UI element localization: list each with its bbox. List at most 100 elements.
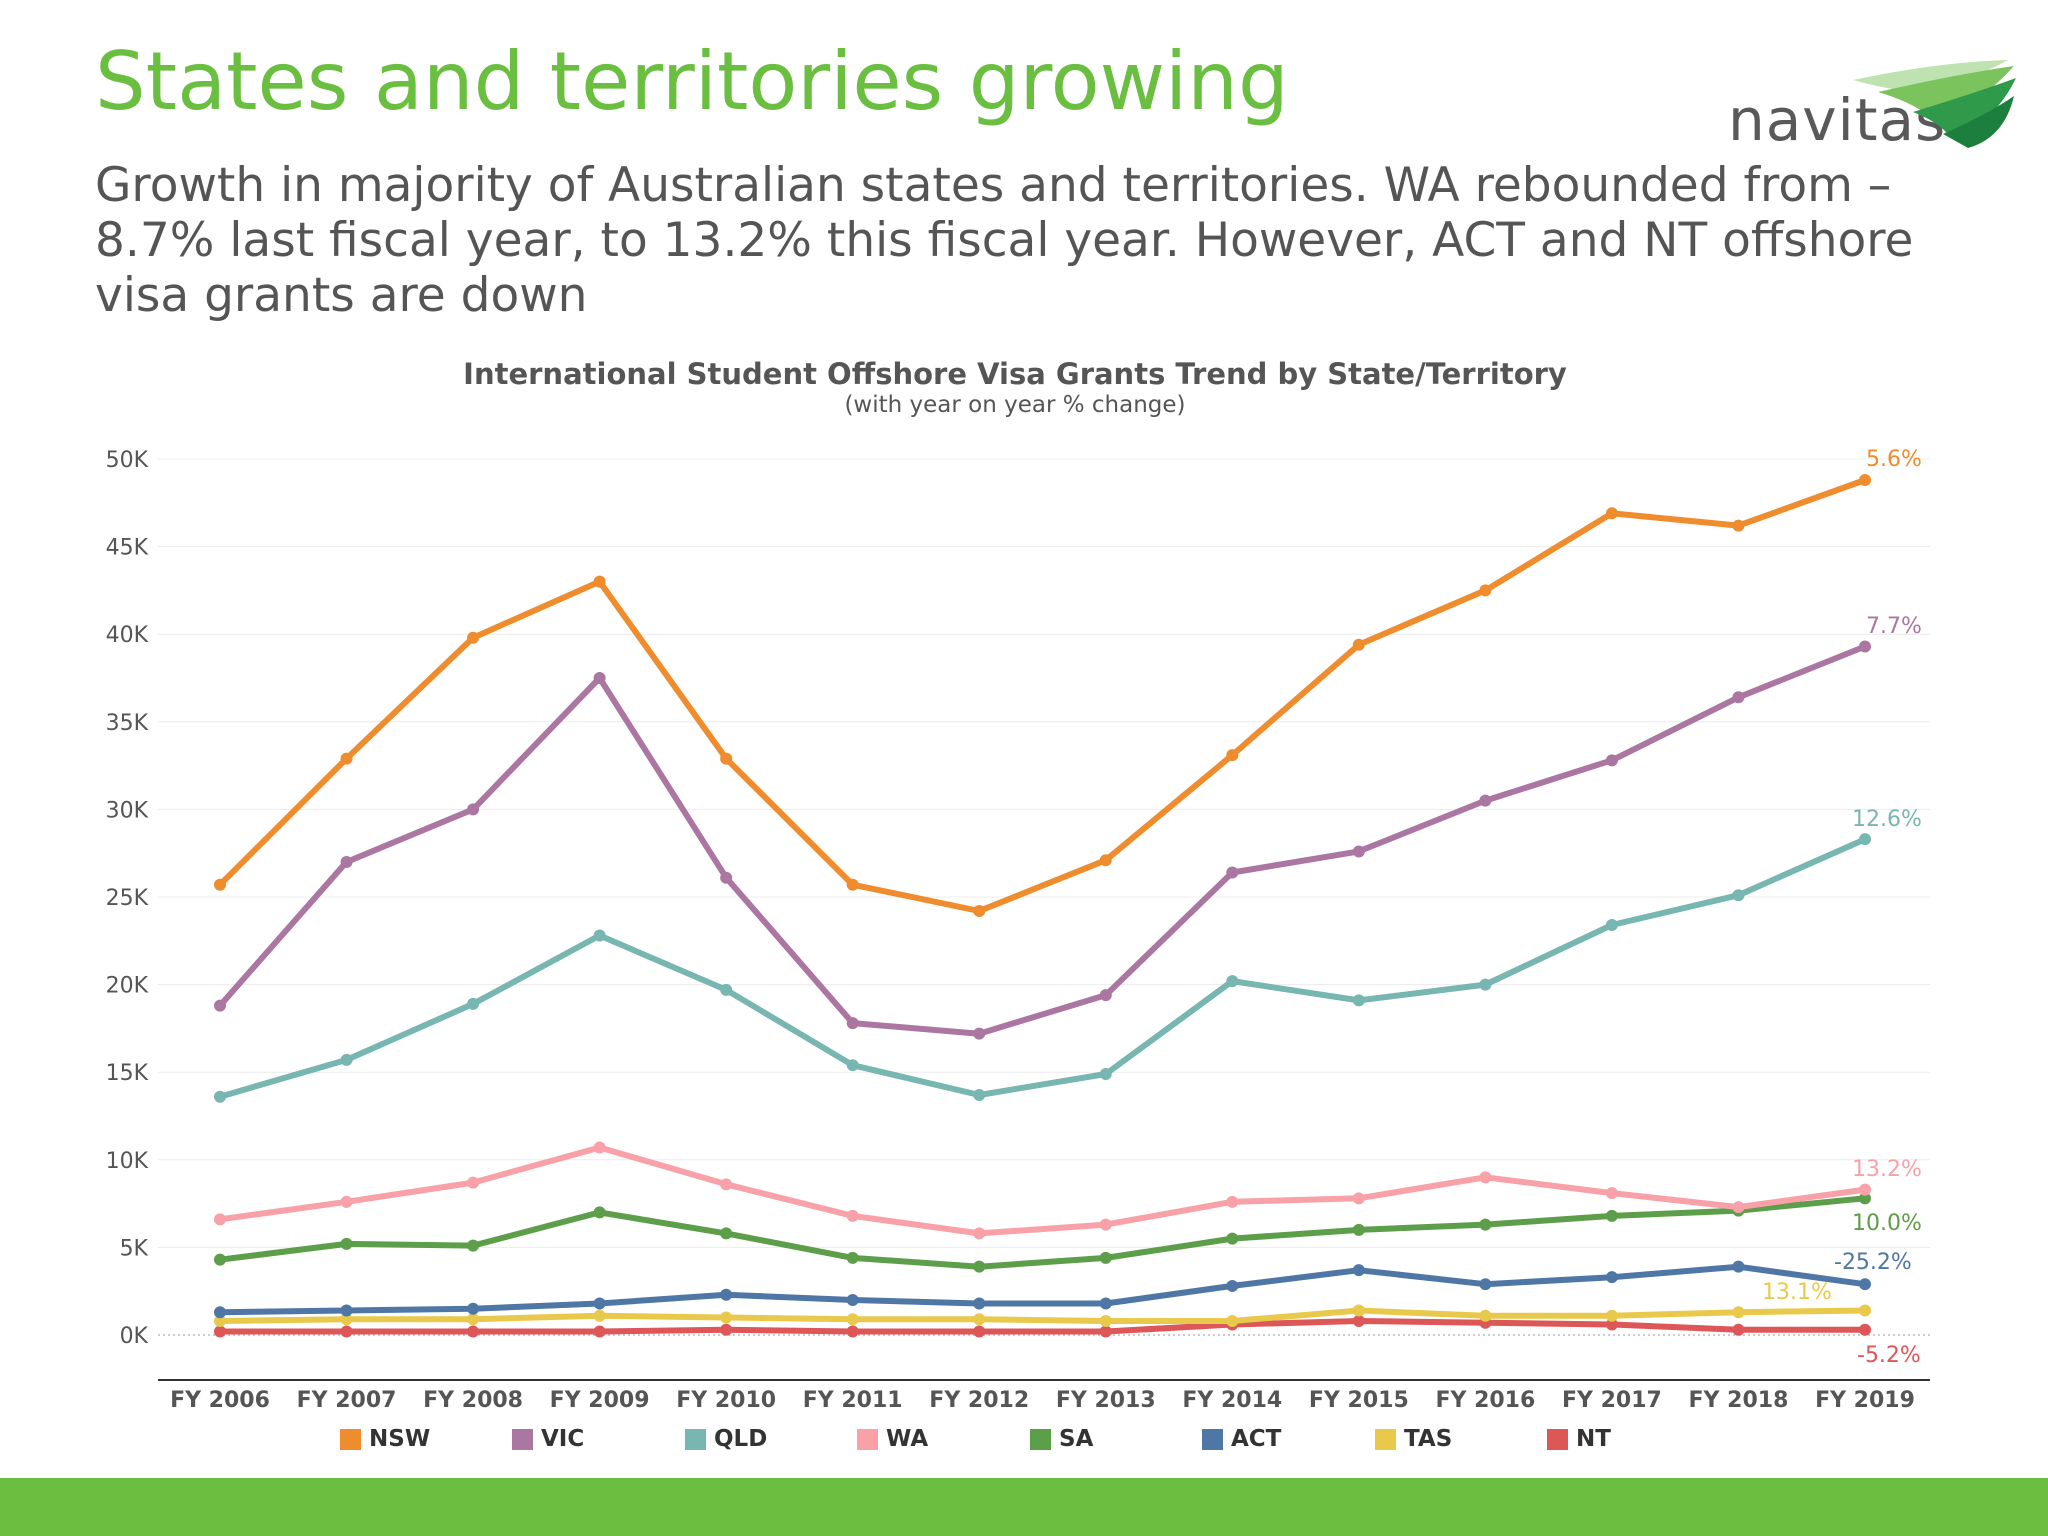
series-line-tas: [217, 1307, 1868, 1324]
data-point-nsw: [1479, 584, 1492, 597]
data-point-vic: [1479, 794, 1492, 807]
data-point-tas: [1352, 1304, 1365, 1317]
data-point-vic: [1099, 989, 1112, 1002]
navitas-logo: navitas: [1718, 52, 2018, 154]
data-point-nsw: [1859, 474, 1871, 487]
data-point-sa: [593, 1206, 606, 1219]
legend-item-qld[interactable]: QLD: [685, 1424, 767, 1454]
data-point-vic: [846, 1017, 859, 1030]
slide-title: States and territories growing: [95, 35, 1289, 128]
data-point-sa: [1352, 1223, 1365, 1236]
legend-item-wa[interactable]: WA: [857, 1424, 928, 1454]
legend-item-vic[interactable]: VIC: [512, 1424, 584, 1454]
series-line-wa: [217, 1144, 1868, 1237]
data-point-qld: [593, 929, 606, 942]
data-point-tas: [467, 1313, 480, 1326]
series-line-sa: [217, 1195, 1868, 1270]
data-point-tas: [973, 1313, 986, 1326]
legend-item-nt[interactable]: NT: [1547, 1424, 1611, 1454]
data-point-act: [1605, 1271, 1618, 1284]
legend-label: QLD: [714, 1426, 768, 1452]
data-point-nsw: [340, 752, 353, 765]
legend-item-tas[interactable]: TAS: [1375, 1424, 1452, 1454]
data-point-nsw: [973, 905, 986, 918]
x-tick-label: FY 2015: [1309, 1388, 1409, 1413]
y-tick-label: 40K: [106, 623, 149, 648]
data-point-sa: [846, 1251, 859, 1264]
data-point-sa: [340, 1237, 353, 1250]
data-point-wa: [1099, 1218, 1112, 1231]
data-point-wa: [340, 1195, 353, 1208]
data-point-qld: [1732, 889, 1745, 902]
data-point-tas: [1859, 1304, 1871, 1317]
data-point-nt: [1099, 1325, 1112, 1338]
y-tick-label: 0K: [120, 1324, 149, 1349]
data-point-act: [467, 1302, 480, 1315]
data-point-nt: [593, 1325, 606, 1338]
data-point-tas: [720, 1311, 733, 1324]
data-point-nt: [340, 1325, 353, 1338]
legend-swatch: [512, 1428, 533, 1450]
data-point-nsw: [720, 752, 733, 765]
slide-subtitle: Growth in majority of Australian states …: [95, 158, 1914, 323]
data-point-vic: [340, 855, 353, 868]
legend-swatch: [1547, 1428, 1568, 1450]
data-point-tas: [340, 1313, 353, 1326]
series-line-qld: [217, 836, 1868, 1100]
legend-swatch: [857, 1428, 878, 1450]
data-point-sa: [720, 1227, 733, 1240]
data-point-wa: [214, 1213, 226, 1226]
legend-label: ACT: [1231, 1426, 1282, 1452]
x-tick-label: FY 2008: [423, 1388, 523, 1413]
x-tick-label: FY 2018: [1689, 1388, 1789, 1413]
data-point-sa: [1859, 1192, 1871, 1205]
data-point-sa: [214, 1253, 226, 1266]
data-point-qld: [720, 983, 733, 996]
data-point-nsw: [1732, 519, 1745, 532]
end-label-nsw: 5.6%: [1866, 447, 1922, 472]
y-tick-label: 35K: [106, 711, 149, 736]
data-point-nt: [846, 1325, 859, 1338]
data-point-vic: [1226, 866, 1239, 879]
data-point-sa: [1099, 1251, 1112, 1264]
data-point-qld: [467, 997, 480, 1010]
x-tick-label: FY 2016: [1435, 1388, 1535, 1413]
series-line-act: [217, 1263, 1868, 1316]
data-point-nsw: [1605, 507, 1618, 520]
footer-bar: [0, 1478, 2048, 1536]
data-point-tas: [1605, 1309, 1618, 1322]
legend-item-act[interactable]: ACT: [1202, 1424, 1281, 1454]
legend-label: VIC: [541, 1426, 585, 1452]
x-tick-label: FY 2012: [929, 1388, 1029, 1413]
end-label-act: -25.2%: [1834, 1250, 1912, 1275]
data-point-wa: [973, 1227, 986, 1240]
data-point-nt: [1732, 1323, 1745, 1336]
data-point-tas: [1226, 1314, 1239, 1327]
x-tick-label: FY 2019: [1815, 1388, 1915, 1413]
legend-item-nsw[interactable]: NSW: [340, 1424, 430, 1454]
end-label-wa: 13.2%: [1852, 1157, 1922, 1182]
data-point-nt: [467, 1325, 480, 1338]
data-point-qld: [1479, 978, 1492, 991]
series-line-nt: [217, 1318, 1868, 1335]
data-point-nt: [973, 1325, 986, 1338]
data-point-nsw: [846, 878, 859, 891]
legend-item-sa[interactable]: SA: [1030, 1424, 1093, 1454]
series-line-vic: [217, 643, 1868, 1037]
x-tick-label: FY 2011: [803, 1388, 903, 1413]
data-point-qld: [1352, 994, 1365, 1007]
data-point-nsw: [593, 575, 606, 588]
y-tick-label: 50K: [106, 448, 149, 473]
data-point-vic: [1732, 691, 1745, 704]
data-point-vic: [467, 803, 480, 816]
legend-swatch: [685, 1428, 706, 1450]
data-point-vic: [720, 871, 733, 884]
data-point-vic: [593, 672, 606, 684]
data-point-nsw: [1226, 749, 1239, 762]
data-point-sa: [973, 1260, 986, 1273]
x-tick-label: FY 2013: [1056, 1388, 1156, 1413]
y-tick-label: 10K: [106, 1149, 149, 1174]
legend-label: WA: [886, 1426, 929, 1452]
data-point-wa: [846, 1209, 859, 1222]
data-point-wa: [1859, 1183, 1871, 1196]
